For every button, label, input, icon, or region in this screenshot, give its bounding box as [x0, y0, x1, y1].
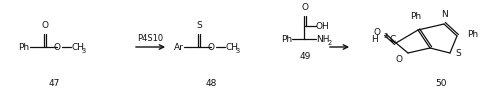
Text: Ph: Ph — [281, 34, 292, 44]
Text: Ph: Ph — [467, 29, 478, 39]
Text: O: O — [396, 55, 403, 64]
Text: C: C — [389, 34, 395, 44]
Text: Ph: Ph — [18, 43, 29, 52]
Text: 47: 47 — [48, 79, 60, 88]
Text: O: O — [302, 3, 308, 12]
Text: H: H — [371, 34, 378, 44]
Text: Ph: Ph — [410, 12, 422, 21]
Text: NH: NH — [316, 34, 330, 44]
Text: 3: 3 — [236, 48, 240, 54]
Text: 3: 3 — [384, 33, 388, 39]
Text: CH: CH — [225, 43, 238, 52]
Text: O: O — [42, 21, 48, 30]
Text: CH: CH — [71, 43, 84, 52]
Text: P4S10: P4S10 — [137, 34, 163, 43]
Text: N: N — [442, 10, 448, 19]
Text: S: S — [455, 49, 461, 58]
Text: O: O — [208, 43, 214, 52]
Text: 49: 49 — [300, 52, 310, 60]
Text: 3: 3 — [82, 48, 86, 54]
Text: O: O — [54, 43, 60, 52]
Text: 48: 48 — [206, 79, 216, 88]
Text: OH: OH — [316, 21, 330, 30]
Text: 2: 2 — [328, 39, 332, 45]
Text: Ar: Ar — [174, 43, 184, 52]
Text: 50: 50 — [435, 79, 447, 88]
Text: O: O — [374, 28, 381, 36]
Text: S: S — [196, 21, 202, 30]
